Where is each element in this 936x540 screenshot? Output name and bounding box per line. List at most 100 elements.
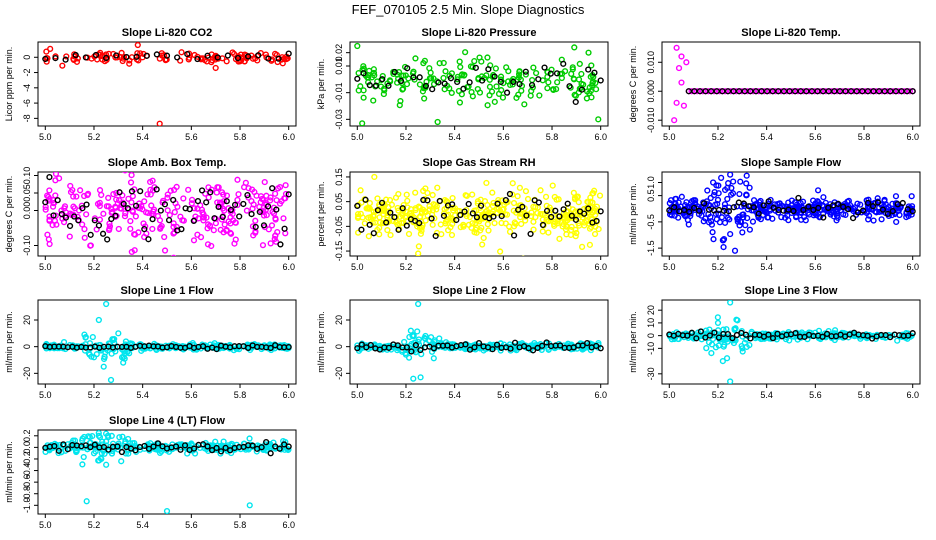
ref-point — [903, 88, 911, 95]
data-point — [551, 222, 558, 229]
x-tick-label: 5.6 — [185, 132, 198, 142]
y-tick-label: -0.03 — [334, 109, 344, 130]
data-point — [416, 81, 424, 88]
data-point-outlier — [115, 330, 122, 337]
ref-point — [899, 199, 906, 207]
data-point — [128, 199, 135, 206]
data-point — [667, 208, 674, 215]
ref-point — [715, 334, 722, 341]
ref-point — [417, 346, 424, 354]
ref-point — [845, 206, 852, 213]
ref-point — [503, 89, 511, 96]
data-point — [100, 210, 107, 217]
data-point — [856, 88, 863, 95]
data-point — [208, 242, 215, 250]
data-point — [80, 453, 87, 461]
data-point — [828, 88, 835, 95]
data-point — [586, 90, 593, 97]
ref-point — [95, 222, 103, 229]
ref-point — [836, 88, 844, 95]
data-point — [732, 266, 737, 271]
data-point — [873, 88, 880, 95]
ref-point — [848, 88, 855, 95]
data-point — [365, 233, 372, 240]
data-point — [272, 190, 279, 197]
data-point — [746, 341, 753, 349]
ref-point — [248, 210, 255, 218]
ref-point — [64, 446, 71, 453]
x-tick-label: 5.4 — [448, 132, 461, 142]
data-point — [429, 221, 436, 228]
data-point — [403, 191, 410, 198]
data-point — [105, 194, 112, 201]
data-point — [205, 194, 212, 201]
x-tick-label: 6.0 — [594, 390, 607, 400]
data-point — [893, 218, 900, 226]
points-group — [42, 42, 292, 126]
data-point — [387, 231, 394, 239]
ref-point — [666, 207, 673, 214]
ref-point — [556, 213, 563, 220]
data-point — [801, 213, 808, 221]
ref-point — [528, 81, 536, 89]
ref-point — [466, 346, 474, 353]
data-point — [197, 55, 205, 62]
data-point — [822, 88, 830, 95]
data-point — [549, 182, 556, 189]
data-point — [746, 226, 753, 233]
data-point — [220, 198, 227, 205]
ref-point — [114, 443, 121, 450]
data-point-outlier — [47, 45, 54, 52]
data-point — [480, 234, 487, 242]
data-point-outlier — [100, 363, 107, 370]
ref-point — [810, 206, 817, 214]
data-point — [223, 58, 230, 65]
x-tick-label: 5.2 — [400, 262, 413, 272]
data-point — [740, 211, 747, 218]
data-point — [705, 88, 712, 95]
data-point — [126, 60, 133, 67]
data-point — [70, 203, 77, 210]
ref-point — [593, 342, 600, 350]
ref-point — [797, 88, 804, 95]
data-point-outlier — [746, 184, 753, 191]
data-point — [573, 229, 580, 237]
x-tick-label: 5.4 — [760, 132, 773, 142]
ref-point — [100, 443, 107, 451]
x-tick-label: 5.8 — [546, 132, 559, 142]
y-tick-label: -0.5 — [646, 214, 656, 230]
data-point-outlier — [73, 58, 81, 65]
data-point — [800, 88, 807, 95]
data-point — [457, 63, 464, 71]
data-point-outlier — [107, 376, 115, 384]
data-point — [725, 180, 732, 187]
ref-point — [276, 445, 283, 452]
ref-point — [51, 442, 58, 450]
ref-point — [397, 77, 405, 84]
x-tick-label: 5.8 — [858, 390, 871, 400]
x-tick-label: 6.0 — [906, 262, 919, 272]
data-point — [688, 88, 695, 95]
ref-point — [194, 55, 201, 63]
x-tick-label: 6.0 — [906, 390, 919, 400]
ref-point — [214, 54, 221, 61]
data-point — [249, 205, 256, 212]
ref-point — [593, 217, 600, 225]
data-point — [213, 189, 220, 196]
ref-point — [281, 225, 288, 232]
data-point — [403, 81, 411, 88]
data-point — [583, 95, 590, 102]
ref-point — [46, 173, 53, 181]
ref-point — [227, 447, 234, 454]
ref-point — [435, 79, 442, 86]
ref-point — [72, 51, 79, 59]
ref-point — [395, 226, 402, 233]
panel-7: Slope Line 1 Flow ml/min per min. 5.0 5.2 5.… — [4, 285, 297, 400]
data-point — [81, 234, 88, 241]
y-tick-label: -0.05 — [334, 216, 344, 237]
data-point — [683, 199, 690, 206]
ref-point — [118, 448, 126, 456]
data-point — [509, 180, 516, 187]
ref-point — [803, 88, 810, 95]
ref-point — [263, 439, 270, 446]
